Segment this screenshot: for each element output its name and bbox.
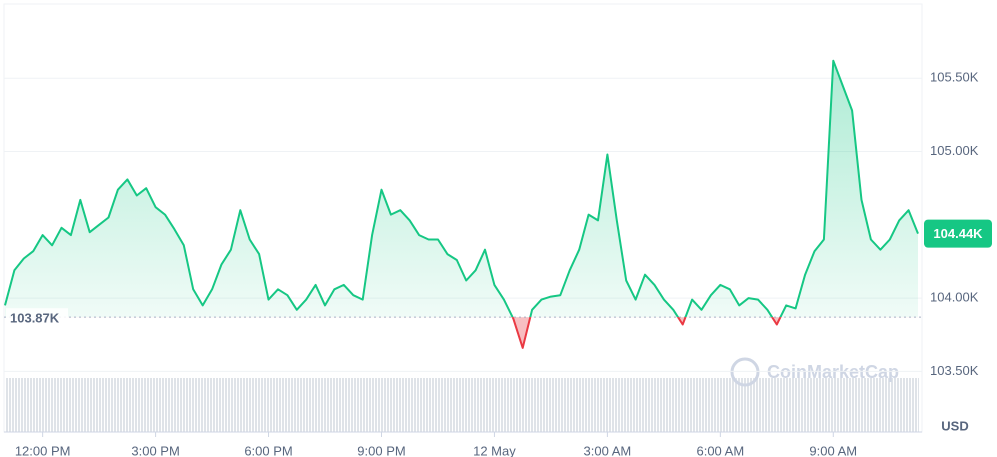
currency-label: USD bbox=[941, 418, 968, 433]
y-tick-label: 105.00K bbox=[930, 143, 979, 158]
price-line-up bbox=[4, 59, 919, 318]
x-tick-label: 6:00 AM bbox=[696, 443, 744, 457]
x-tick-label: 6:00 PM bbox=[244, 443, 292, 457]
area-up bbox=[5, 60, 918, 318]
x-tick-label: 3:00 PM bbox=[131, 443, 179, 457]
x-tick-label: 9:00 AM bbox=[809, 443, 857, 457]
baseline-label: 103.87K bbox=[10, 311, 60, 326]
x-tick-label: 12:00 PM bbox=[15, 443, 71, 457]
y-tick-label: 103.50K bbox=[930, 363, 979, 378]
baseline-label-bg bbox=[6, 308, 68, 327]
volume-bars bbox=[5, 378, 919, 432]
x-tick-label: 12 May bbox=[473, 443, 516, 457]
x-tick-label: 9:00 PM bbox=[357, 443, 405, 457]
y-tick-label: 104.00K bbox=[930, 290, 979, 305]
current-price-label: 104.44K bbox=[933, 226, 983, 241]
y-tick-label: 105.50K bbox=[930, 70, 979, 85]
current-price-box bbox=[924, 219, 992, 248]
x-tick-label: 3:00 AM bbox=[584, 443, 632, 457]
